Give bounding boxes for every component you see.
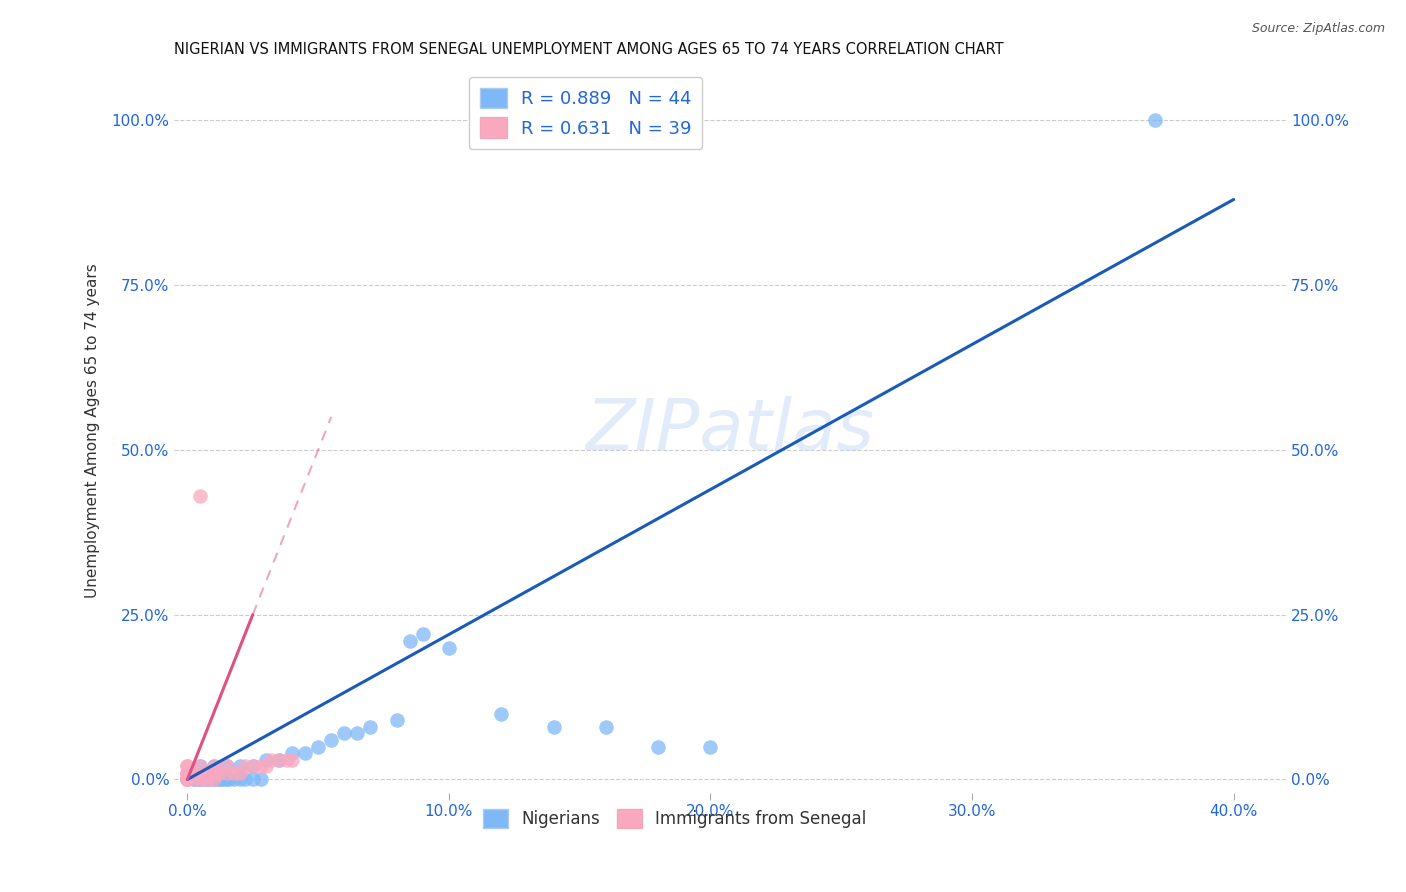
Point [190,772,212,787]
Point [215,765,238,780]
Point [281,746,304,760]
Point [228,765,250,780]
Point [191,772,214,787]
Point [346,726,368,740]
Legend: Nigerians, Immigrants from Senegal: Nigerians, Immigrants from Senegal [477,803,873,835]
Point [233,772,256,787]
Point [218,772,240,787]
Point [194,765,217,780]
Point [176,765,198,780]
Point [260,753,283,767]
Point [176,772,198,787]
Point [176,772,198,787]
Point [194,772,217,787]
Point [184,772,207,787]
Point [184,765,207,780]
Point [249,772,271,787]
Point [176,772,198,787]
Point [215,759,238,773]
Point [242,759,264,773]
Point [437,640,460,655]
Point [202,765,225,780]
Text: ZIPatlas: ZIPatlas [586,396,875,465]
Point [190,759,212,773]
Point [176,765,198,780]
Point [233,759,256,773]
Point [254,759,277,773]
Point [187,772,209,787]
Point [242,759,264,773]
Point [307,739,329,754]
Point [205,772,228,787]
Point [200,772,222,787]
Point [202,772,225,787]
Point [294,746,316,760]
Point [181,772,204,787]
Point [197,772,219,787]
Point [242,772,264,787]
Point [208,765,231,780]
Point [190,772,212,787]
Point [385,713,408,727]
Point [202,759,225,773]
Point [190,765,212,780]
Point [595,720,617,734]
Point [228,772,250,787]
Point [489,706,512,721]
Point [254,753,277,767]
Point [281,753,304,767]
Text: NIGERIAN VS IMMIGRANTS FROM SENEGAL UNEMPLOYMENT AMONG AGES 65 TO 74 YEARS CORRE: NIGERIAN VS IMMIGRANTS FROM SENEGAL UNEM… [174,42,1004,57]
Point [267,753,290,767]
Point [215,759,238,773]
Y-axis label: Unemployment Among Ages 65 to 74 years: Unemployment Among Ages 65 to 74 years [86,263,100,598]
Point [176,772,198,787]
Text: Source: ZipAtlas.com: Source: ZipAtlas.com [1251,22,1385,36]
Point [321,733,343,747]
Point [1144,113,1167,128]
Point [190,489,212,503]
Point [412,627,434,641]
Point [202,772,225,787]
Point [333,726,356,740]
Point [647,739,669,754]
Point [276,753,298,767]
Point [224,765,246,780]
Point [398,634,420,648]
Point [194,772,217,787]
Point [543,720,565,734]
Point [176,759,198,773]
Point [249,759,271,773]
Point [224,772,246,787]
Point [176,759,198,773]
Point [197,772,219,787]
Point [176,765,198,780]
Point [176,772,198,787]
Point [209,772,232,787]
Point [359,720,381,734]
Point [208,772,231,787]
Point [212,772,235,787]
Point [184,772,207,787]
Point [267,753,290,767]
Point [699,739,721,754]
Point [228,759,250,773]
Point [176,772,198,787]
Point [197,765,219,780]
Point [176,772,198,787]
Point [202,759,225,773]
Point [215,772,238,787]
Point [176,772,198,787]
Point [190,759,212,773]
